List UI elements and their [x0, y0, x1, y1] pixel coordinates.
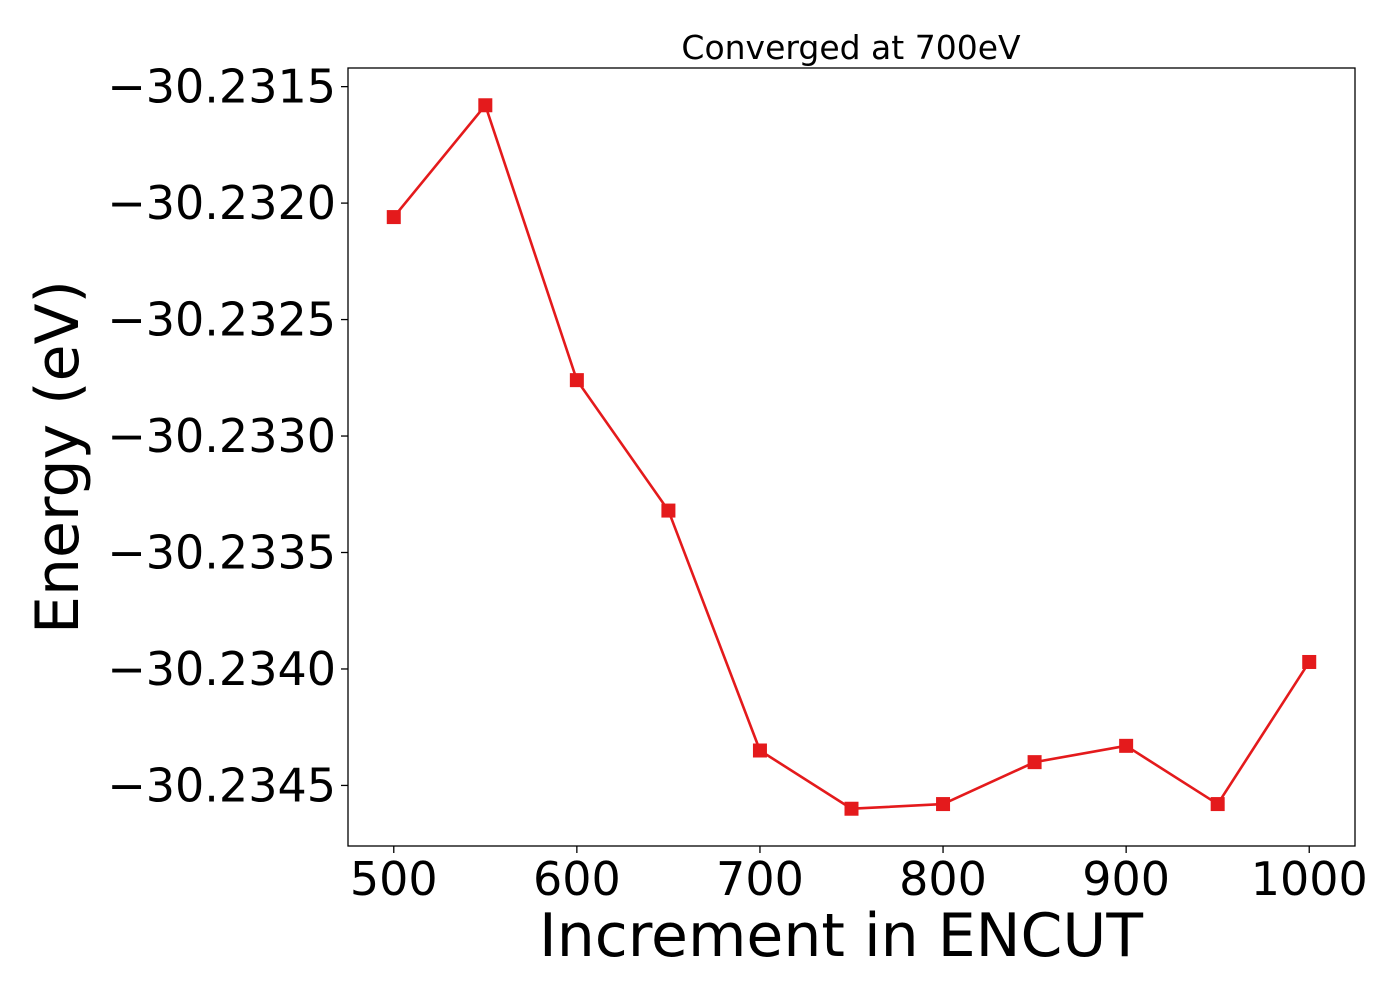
plot-frame [347, 67, 1356, 847]
y-tick-label: −30.2340 [107, 642, 336, 696]
series-line [392, 103, 1311, 811]
x-tick-label: 600 [533, 852, 621, 906]
y-tick-label: −30.2315 [107, 60, 336, 114]
y-tick-label: −30.2325 [107, 293, 336, 347]
data-point [936, 797, 951, 812]
y-tick-label: −30.2345 [107, 758, 336, 812]
ticks-layer: 500 600 700 800 900 1000 −30.2315 −30.2320 −30.2… [107, 60, 1368, 906]
x-tick-label: 900 [1082, 852, 1170, 906]
data-point [1302, 654, 1317, 669]
data-point [478, 98, 493, 113]
data-point [1027, 755, 1042, 770]
data-point [752, 743, 767, 758]
y-tick-label: −30.2335 [107, 526, 336, 580]
data-point [1210, 797, 1225, 812]
chart-title: Converged at 700eV [681, 28, 1021, 67]
data-point [844, 801, 859, 816]
y-axis-label: Energy (eV) [23, 280, 93, 634]
y-tick-label: −30.2320 [107, 176, 336, 230]
x-tick-label: 700 [716, 852, 804, 906]
x-axis-label: Increment in ENCUT [539, 901, 1143, 971]
data-layer [386, 98, 1317, 816]
data-point [386, 210, 401, 225]
x-tick-label: 1000 [1251, 852, 1368, 906]
y-tick-label: −30.2330 [107, 409, 336, 463]
data-point [661, 503, 676, 518]
data-point [569, 373, 584, 388]
x-tick-label: 500 [350, 852, 438, 906]
data-point [1119, 738, 1134, 753]
x-tick-label: 800 [899, 852, 987, 906]
